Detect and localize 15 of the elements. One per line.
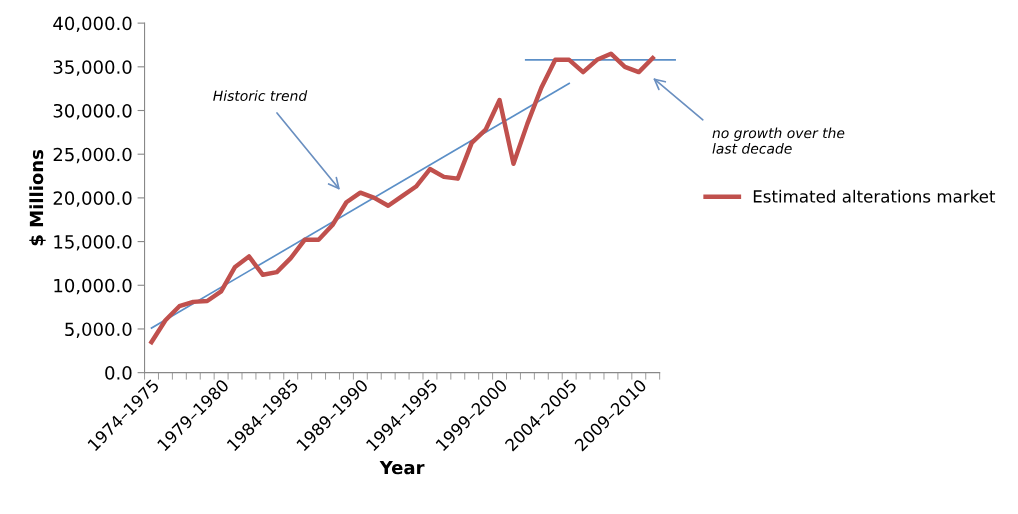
- y-tick-label: 25,000.0: [53, 147, 132, 164]
- y-tick-label: 20,000.0: [53, 191, 132, 207]
- y-tick-label: 15,000.0: [54, 235, 132, 251]
- text: no growth over the last decade: [712, 127, 845, 154]
- line-series: [149, 51, 655, 345]
- y-tick-label: 40,000.0: [53, 16, 132, 33]
- y-tick-label: 5,000.0: [65, 322, 132, 338]
- y-tick-label: 10,000.0: [54, 278, 132, 295]
- legend-label: Estimated alterations market: [753, 189, 996, 203]
- y-tick-label: 35,000.0: [53, 60, 132, 76]
- annotation: Historic trend: [213, 90, 308, 102]
- y-axis-title: $ Millions: [29, 149, 46, 246]
- y-tick-label: 30,000.0: [53, 103, 132, 120]
- x-axis-title: Year: [379, 460, 425, 475]
- y-tick-label: 0.0: [105, 366, 132, 380]
